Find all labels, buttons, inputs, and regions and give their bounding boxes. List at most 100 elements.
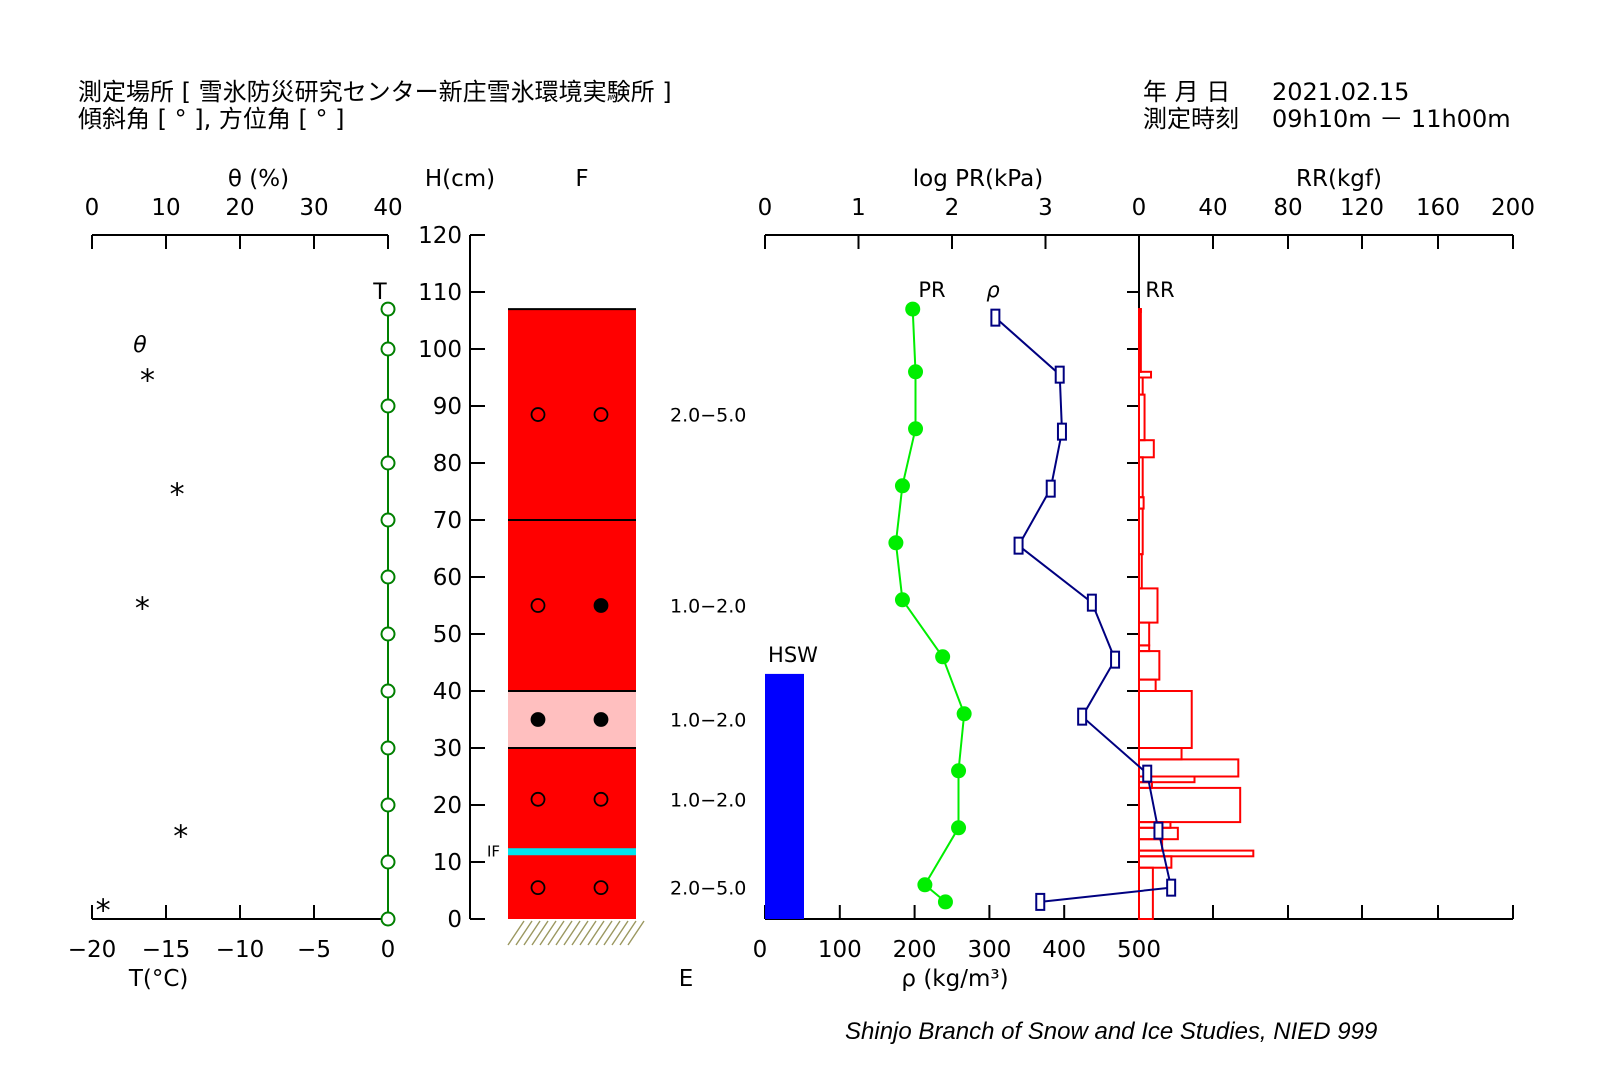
snow-layer bbox=[508, 520, 636, 691]
density-point bbox=[1166, 878, 1177, 897]
rho-tick-label: 0 bbox=[753, 937, 768, 963]
rr-axis-title: RR(kgf) bbox=[1296, 166, 1382, 192]
temperature-tick-label: −20 bbox=[68, 937, 117, 963]
rr-bar bbox=[1138, 678, 1157, 692]
temperature-point bbox=[380, 569, 396, 585]
ground-hatch bbox=[627, 920, 645, 946]
pr-series-label: PR bbox=[918, 278, 945, 302]
pr-tick-label: 1 bbox=[851, 195, 866, 221]
theta-point: * bbox=[140, 364, 155, 399]
rr-bar bbox=[1138, 775, 1196, 784]
grain-open-circle bbox=[593, 880, 609, 896]
rr-bar bbox=[1138, 553, 1143, 590]
temperature-tick-label: −15 bbox=[142, 937, 191, 963]
rr-bar bbox=[1138, 650, 1161, 681]
temperature-tick-label: −10 bbox=[216, 937, 265, 963]
theta-point: * bbox=[96, 894, 111, 929]
rr-bar bbox=[1138, 838, 1164, 852]
rr-bar bbox=[1138, 587, 1159, 624]
rr-tick-label: 200 bbox=[1491, 195, 1535, 221]
rr-bar bbox=[1138, 758, 1240, 778]
density-series-label: ρ bbox=[986, 278, 1000, 302]
temperature-tick-label: 0 bbox=[381, 937, 396, 963]
grain-size-label: 2.0−5.0 bbox=[670, 405, 746, 427]
rr-bar bbox=[1138, 439, 1155, 459]
pr-point bbox=[908, 421, 924, 437]
pr-axis-title: log PR(kPa) bbox=[913, 166, 1043, 192]
height-tick-label: 90 bbox=[433, 394, 462, 420]
temperature-moisture-panel: 0 10 20 30 40 θ (%) −20 −15 −10 −5 0 T(°C) T * * * * * θ bbox=[68, 166, 403, 992]
temperature-point bbox=[380, 301, 396, 317]
density-point bbox=[1153, 821, 1164, 840]
grain-open-circle bbox=[593, 407, 609, 422]
date-label: 年 月 日 bbox=[1143, 78, 1231, 106]
rr-bar bbox=[1138, 621, 1151, 647]
grain-open-circle bbox=[530, 791, 546, 807]
ground-hatch bbox=[523, 920, 541, 946]
ground-hatch bbox=[531, 920, 549, 946]
theta-point: * bbox=[173, 820, 188, 855]
density-point bbox=[1056, 422, 1067, 441]
height-tick-label: 50 bbox=[433, 622, 462, 648]
snow-layer bbox=[508, 748, 636, 851]
pr-point bbox=[951, 763, 967, 779]
theta-tick-label: 40 bbox=[373, 195, 402, 221]
height-tick-label: 60 bbox=[433, 565, 462, 591]
rr-series-label: RR bbox=[1145, 278, 1174, 302]
grain-filled-circle bbox=[530, 712, 546, 727]
grain-open-circle bbox=[593, 791, 609, 807]
grain-open-circle bbox=[530, 880, 546, 896]
hsw-bar bbox=[765, 673, 804, 919]
rr-tick-label: 80 bbox=[1273, 195, 1302, 221]
temperature-axis-title: T(°C) bbox=[128, 966, 189, 992]
ground-hatch bbox=[579, 920, 597, 946]
rho-tick-label: 100 bbox=[818, 937, 862, 963]
ice-film-label: IF bbox=[487, 843, 500, 861]
pr-tick-label: 3 bbox=[1038, 195, 1053, 221]
rr-bar bbox=[1138, 308, 1142, 373]
grain-size-label: 1.0−2.0 bbox=[670, 789, 746, 811]
grain-open-circle bbox=[530, 407, 546, 422]
theta-axis-title: θ (%) bbox=[228, 166, 289, 192]
grain-filled-circle bbox=[593, 598, 609, 613]
snow-layer bbox=[508, 853, 636, 919]
rr-bar bbox=[1138, 376, 1144, 396]
snow-layer bbox=[508, 691, 636, 748]
ground-hatch bbox=[611, 920, 629, 946]
density-point bbox=[1045, 479, 1056, 498]
temperature-point bbox=[380, 911, 396, 927]
density-line bbox=[994, 316, 1173, 903]
pr-line bbox=[894, 309, 966, 903]
rr-bar bbox=[1138, 866, 1154, 921]
density-point bbox=[1086, 593, 1097, 612]
height-tick-label: 0 bbox=[447, 907, 462, 933]
density-point bbox=[1142, 764, 1153, 783]
density-point bbox=[1013, 536, 1024, 555]
rho-tick-label: 500 bbox=[1117, 937, 1161, 963]
pr-point bbox=[888, 535, 904, 551]
height-tick-label: 110 bbox=[418, 280, 462, 306]
temperature-point bbox=[380, 512, 396, 528]
rho-axis-title: ρ (kg/m³) bbox=[901, 966, 1008, 992]
pr-tick-label: 0 bbox=[758, 195, 773, 221]
rr-bar bbox=[1138, 690, 1193, 749]
height-tick-label: 120 bbox=[418, 223, 462, 249]
pr-point bbox=[905, 301, 921, 317]
rr-bar bbox=[1138, 456, 1144, 499]
ground-hatch bbox=[619, 920, 637, 946]
angle-label: 傾斜角 [ ° ], 方位角 [ ° ] bbox=[78, 105, 345, 133]
hardness-density-panel: 0 1 2 3 log PR(kPa) 0 40 80 120 160 200 RR(kgf) 0 100… bbox=[753, 166, 1535, 992]
pr-point bbox=[894, 592, 910, 608]
ground-hatch bbox=[587, 920, 605, 946]
theta-point: * bbox=[135, 592, 150, 627]
rr-bar bbox=[1138, 786, 1242, 824]
grain-size-label: 1.0−2.0 bbox=[670, 710, 746, 732]
temperature-point bbox=[380, 398, 396, 414]
rr-bar bbox=[1138, 393, 1146, 442]
theta-point: * bbox=[170, 478, 185, 513]
hsw-label: HSW bbox=[768, 643, 818, 667]
temperature-tick-label: −5 bbox=[297, 937, 331, 963]
temperature-point bbox=[380, 626, 396, 642]
layer-column-title: F bbox=[575, 166, 588, 192]
density-point bbox=[1054, 365, 1065, 384]
